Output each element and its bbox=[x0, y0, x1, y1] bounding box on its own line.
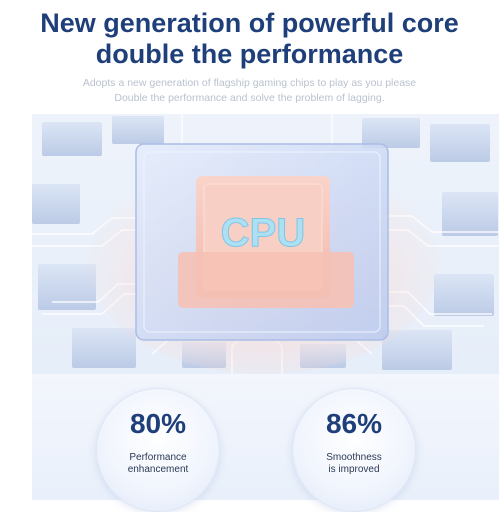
stat-label-line-1: Smoothness bbox=[326, 452, 382, 463]
cpu-illustration: CPU bbox=[32, 114, 499, 374]
title-line-1: New generation of powerful core bbox=[40, 8, 459, 38]
stat-label-line-2: enhancement bbox=[127, 464, 189, 475]
stat-label: Smoothness is improved bbox=[292, 452, 416, 476]
subtitle-line-1: Adopts a new generation of flagship gami… bbox=[82, 77, 417, 89]
title-line-2: double the performance bbox=[95, 39, 404, 69]
stat-label: Performance enhancement bbox=[96, 452, 220, 476]
subtitle: Adopts a new generation of flagship gami… bbox=[0, 76, 499, 106]
stat-value: 86% bbox=[325, 408, 383, 439]
page-title: New generation of powerful core double t… bbox=[0, 8, 499, 70]
cpu-chip-label: CPU bbox=[221, 211, 305, 255]
stat-performance: 80% Performance enhancement bbox=[96, 388, 220, 512]
cpu-hero-image: CPU bbox=[32, 114, 499, 374]
subtitle-line-2: Double the performance and solve the pro… bbox=[114, 92, 385, 104]
cpu-chip bbox=[178, 176, 354, 308]
stat-value: 80% bbox=[129, 408, 187, 439]
stat-smoothness: 86% Smoothness is improved bbox=[292, 388, 416, 512]
stat-label-line-2: is improved bbox=[328, 464, 380, 475]
stat-label-line-1: Performance bbox=[129, 452, 187, 463]
